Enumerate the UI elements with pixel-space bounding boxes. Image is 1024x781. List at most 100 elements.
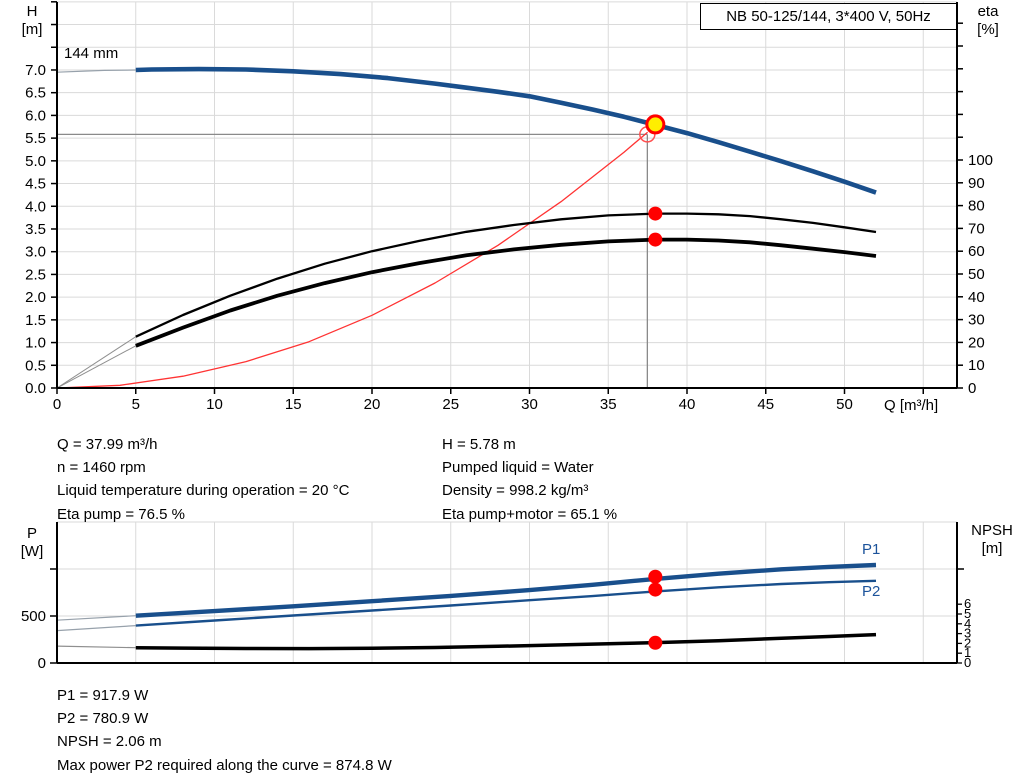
eta-pump-motor-curve-lead <box>56 345 137 389</box>
details-left-column: Q = 37.99 m³/h n = 1460 rpm Liquid tempe… <box>57 433 349 526</box>
p2-curve-lead <box>56 625 136 632</box>
tick-label: 5 <box>964 606 971 621</box>
tick-label: 40 <box>679 396 696 413</box>
h-axis-label-line2: [m] <box>21 21 43 38</box>
eta-pump-motor-duty-marker <box>648 232 663 247</box>
tick-label: 4.5 <box>25 176 46 193</box>
tick-label: 10 <box>206 396 223 413</box>
detail-h: H = 5.78 m <box>442 436 516 453</box>
detail-eta-pump: Eta pump = 76.5 % <box>57 505 185 523</box>
eta-pump-motor-curve <box>135 237 877 348</box>
result-npsh: NPSH = 2.06 m <box>57 733 162 751</box>
tick-label: 1 <box>964 645 971 660</box>
npsh-axis-label-line1: NPSH <box>971 522 1013 539</box>
tick-label: 50 <box>968 266 985 283</box>
tick-label: 0.0 <box>25 380 46 397</box>
head-curve <box>135 66 877 195</box>
tick-label: 70 <box>968 220 985 237</box>
eta-pump-duty-marker <box>648 206 663 221</box>
tick-label: 7.0 <box>25 62 46 79</box>
pump-title: NB 50-125/144, 3*400 V, 50Hz <box>726 8 931 25</box>
tick-label: 0 <box>38 655 46 672</box>
tick-label: 0 <box>968 380 976 397</box>
tick-label: 90 <box>968 175 985 192</box>
tick-label: 30 <box>521 396 538 413</box>
tick-label: 6 <box>964 596 971 611</box>
detail-q: Q = 37.99 m³/h <box>57 436 158 453</box>
h-axis-label-line1: H <box>26 3 38 20</box>
results-column: P1 = 917.9 W P2 = 780.9 W NPSH = 2.06 m … <box>57 684 392 777</box>
tick-label: 100 <box>968 152 993 169</box>
detail-density: Density = 998.2 kg/m³ <box>442 482 589 500</box>
p-axis-label-line1: P <box>26 525 37 542</box>
tick-label: 35 <box>600 396 617 413</box>
tick-label: 45 <box>757 396 774 413</box>
tick-label: 6.0 <box>25 107 46 124</box>
detail-temperature: Liquid temperature during operation = 20… <box>57 482 350 500</box>
tick-label: 3 <box>964 626 971 641</box>
result-max-p2: Max power P2 required along the curve = … <box>57 756 392 774</box>
details-right-column: H = 5.78 m Pumped liquid = Water Density… <box>442 433 617 526</box>
tick-label: 1.0 <box>25 335 46 352</box>
result-p1: P1 = 917.9 W <box>57 687 149 704</box>
q-axis-label: Q [m³/h] <box>884 397 939 414</box>
p2-curve-label: P2 <box>862 583 881 600</box>
tick-label: 500 <box>21 608 46 625</box>
p-axis-label: P [W] <box>8 525 56 561</box>
eta-axis-label-line1: eta <box>977 3 999 20</box>
tick-label: 5.0 <box>25 153 46 170</box>
tick-label: 3.0 <box>25 244 46 261</box>
tick-label: 0 <box>964 655 971 670</box>
tick-label: 0.5 <box>25 357 46 374</box>
tick-label: 30 <box>968 312 985 329</box>
npsh-curve-lead <box>56 645 136 649</box>
tick-label: 0 <box>53 396 61 413</box>
tick-label: 50 <box>836 396 853 413</box>
eta-pump-curve-lead <box>56 336 137 389</box>
tick-label: 15 <box>285 396 302 413</box>
tick-label: 25 <box>442 396 459 413</box>
impeller-diameter-label: 144 mm <box>64 45 119 62</box>
eta-axis-label: eta [%] <box>963 3 1013 39</box>
tick-label: 80 <box>968 198 985 215</box>
tick-label: 2 <box>964 635 971 650</box>
detail-speed: n = 1460 rpm <box>57 459 146 477</box>
tick-label: 2.5 <box>25 266 46 283</box>
p1-duty-marker <box>648 569 663 584</box>
p1-curve <box>135 562 877 618</box>
eta-pump-curve <box>135 212 877 338</box>
tick-label: 5.5 <box>25 130 46 147</box>
tick-label: 5 <box>132 396 140 413</box>
tick-label: 4.0 <box>25 198 46 215</box>
tick-label: 1.5 <box>25 312 46 329</box>
tick-label: 3.5 <box>25 221 46 238</box>
npsh-duty-marker <box>648 635 663 650</box>
p1-curve-label: P1 <box>862 541 881 558</box>
detail-eta-pump-motor: Eta pump+motor = 65.1 % <box>442 505 618 523</box>
tick-label: 2.0 <box>25 289 46 306</box>
npsh-axis-label: NPSH [m] <box>960 522 1024 558</box>
p1-curve-lead <box>56 615 136 621</box>
npsh-axis-label-line2: [m] <box>981 540 1003 557</box>
tick-label: 20 <box>968 334 985 351</box>
head-curve-lead <box>56 69 136 73</box>
eta-axis-label-line2: [%] <box>977 21 999 38</box>
chart-title-box: NB 50-125/144, 3*400 V, 50Hz <box>700 3 957 30</box>
p2-duty-marker <box>648 582 663 597</box>
tick-label: 10 <box>968 357 985 374</box>
duty-point-marker[interactable] <box>645 114 666 135</box>
system-curve <box>56 131 649 389</box>
p-axis-label-line2: [W] <box>20 543 44 560</box>
tick-label: 4 <box>964 616 971 631</box>
h-axis-label: H [m] <box>8 3 56 39</box>
p2-curve <box>135 579 877 627</box>
result-p2: P2 = 780.9 W <box>57 710 149 728</box>
tick-label: 40 <box>968 289 985 306</box>
detail-liquid: Pumped liquid = Water <box>442 459 594 477</box>
tick-label: 6.5 <box>25 85 46 102</box>
npsh-curve <box>135 632 877 651</box>
tick-label: 20 <box>364 396 381 413</box>
tick-label: 60 <box>968 243 985 260</box>
